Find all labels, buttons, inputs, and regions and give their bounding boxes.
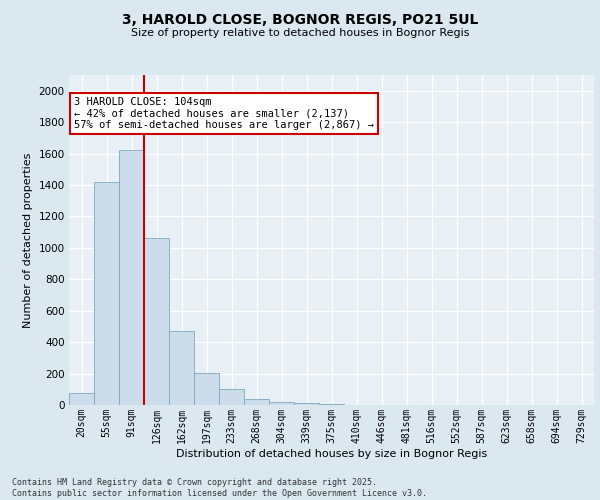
Bar bbox=[69, 393, 94, 405]
Bar bbox=[144, 238, 169, 405]
Bar bbox=[219, 388, 244, 405]
Bar bbox=[294, 404, 319, 405]
Y-axis label: Number of detached properties: Number of detached properties bbox=[23, 152, 33, 328]
Bar bbox=[194, 373, 219, 405]
Bar bbox=[94, 182, 119, 405]
Bar bbox=[119, 150, 144, 405]
Text: 3 HAROLD CLOSE: 104sqm
← 42% of detached houses are smaller (2,137)
57% of semi-: 3 HAROLD CLOSE: 104sqm ← 42% of detached… bbox=[74, 97, 374, 130]
X-axis label: Distribution of detached houses by size in Bognor Regis: Distribution of detached houses by size … bbox=[176, 448, 487, 458]
Bar bbox=[169, 331, 194, 405]
Bar bbox=[269, 402, 294, 405]
Bar bbox=[244, 398, 269, 405]
Text: 3, HAROLD CLOSE, BOGNOR REGIS, PO21 5UL: 3, HAROLD CLOSE, BOGNOR REGIS, PO21 5UL bbox=[122, 12, 478, 26]
Bar bbox=[319, 404, 344, 405]
Text: Contains HM Land Registry data © Crown copyright and database right 2025.
Contai: Contains HM Land Registry data © Crown c… bbox=[12, 478, 427, 498]
Text: Size of property relative to detached houses in Bognor Regis: Size of property relative to detached ho… bbox=[131, 28, 469, 38]
